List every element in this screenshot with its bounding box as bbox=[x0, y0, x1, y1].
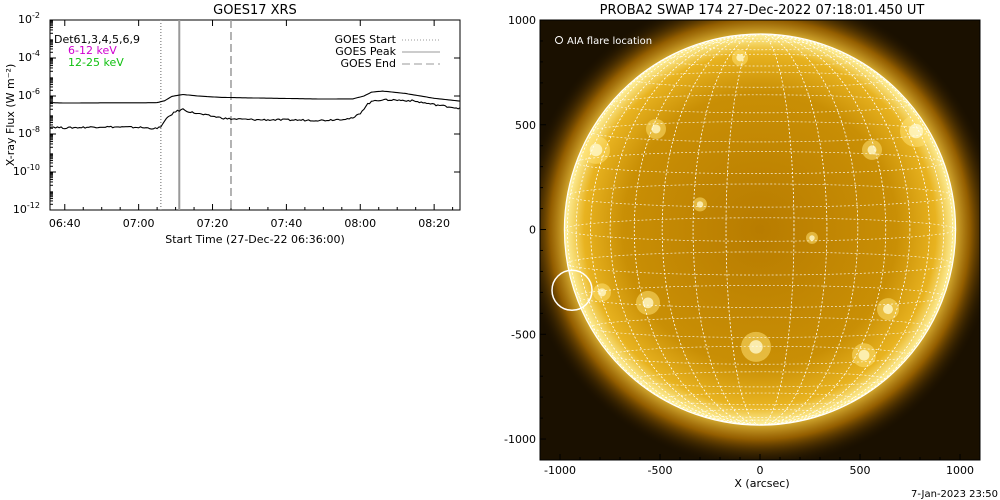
xrs-x-tick-label: 07:20 bbox=[197, 217, 229, 230]
active-region-core bbox=[883, 304, 893, 315]
active-region-core bbox=[858, 349, 870, 361]
latitude-line bbox=[564, 217, 956, 242]
swap-image-panel: PROBA2 SWAP 174 27-Dec-2022 07:18:01.450… bbox=[504, 3, 981, 490]
swap-y-tick-label: -1000 bbox=[504, 433, 536, 446]
aia-flare-marker bbox=[551, 269, 593, 312]
detector-label: Det61,3,4,5,6,9 bbox=[54, 33, 140, 46]
active-region-core bbox=[867, 145, 877, 155]
legend-6-12-kev: 6-12 keV bbox=[68, 44, 117, 57]
event-legend: GOES Start GOES Peak GOES End bbox=[335, 33, 440, 70]
xrs-y-tick-exponent: -8 bbox=[32, 125, 40, 134]
swap-x-tick-label: 0 bbox=[757, 464, 764, 477]
xrs-title: GOES17 XRS bbox=[213, 3, 297, 18]
xrs-y-tick-label: 10-6 bbox=[18, 87, 40, 102]
xrs-series-12-25-keV bbox=[49, 98, 461, 130]
legend-goes-end: GOES End bbox=[340, 57, 396, 70]
swap-y-tick-label: 0 bbox=[529, 224, 536, 237]
active-region-core bbox=[736, 54, 744, 62]
longitude-line bbox=[633, 33, 887, 426]
solar-limb bbox=[563, 33, 957, 426]
longitude-line bbox=[609, 33, 911, 426]
swap-title: PROBA2 SWAP 174 27-Dec-2022 07:18:01.450… bbox=[600, 3, 925, 18]
longitude-line bbox=[661, 33, 859, 426]
legend-goes-peak: GOES Peak bbox=[335, 45, 396, 58]
active-region-core bbox=[809, 235, 815, 241]
longitude-line bbox=[725, 33, 795, 426]
solar-texture bbox=[582, 49, 932, 368]
legend-goes-start: GOES Start bbox=[335, 33, 397, 46]
xrs-x-tick-label: 06:40 bbox=[49, 217, 81, 230]
legend-12-25-kev: 12-25 keV bbox=[68, 56, 124, 69]
footer-timestamp: 7-Jan-2023 23:50 bbox=[911, 489, 998, 500]
longitude-line bbox=[590, 33, 930, 426]
xrs-y-tick-exponent: -10 bbox=[27, 163, 40, 172]
active-region-core bbox=[642, 297, 654, 309]
xrs-y-axis-label: X-ray Flux (W m⁻²) bbox=[4, 64, 17, 166]
swap-x-tick-label: -1000 bbox=[544, 464, 576, 477]
xrs-x-tick-label: 08:20 bbox=[418, 217, 450, 230]
xrs-event-lines bbox=[160, 20, 232, 210]
xrs-y-tick-label: 10-12 bbox=[13, 201, 40, 216]
swap-x-axis-label: X (arcsec) bbox=[734, 477, 789, 490]
xrs-series-group bbox=[49, 90, 461, 130]
xrs-x-tick-label: 08:00 bbox=[344, 217, 376, 230]
swap-image: AIA flare location bbox=[540, 20, 980, 460]
active-region-core bbox=[696, 201, 704, 208]
heliographic-grid bbox=[564, 33, 956, 426]
solar-disk bbox=[564, 33, 956, 426]
active-region-core bbox=[597, 288, 607, 297]
xrs-y-tick-exponent: -2 bbox=[32, 11, 40, 20]
xrs-y-tick-label: 10-2 bbox=[18, 11, 40, 26]
swap-y-tick-label: 1000 bbox=[508, 14, 536, 27]
xrs-y-tick-exponent: -12 bbox=[27, 201, 40, 210]
longitude-line bbox=[692, 33, 828, 426]
swap-x-tick-label: -500 bbox=[648, 464, 673, 477]
xrs-y-tick-exponent: -4 bbox=[32, 49, 40, 58]
xrs-x-tick-label: 07:00 bbox=[123, 217, 155, 230]
xrs-y-tick-exponent: -6 bbox=[32, 87, 40, 96]
aia-legend-label: AIA flare location bbox=[567, 36, 652, 47]
swap-y-tick-label: -500 bbox=[511, 328, 536, 341]
aia-legend-marker bbox=[555, 36, 563, 44]
swap-x-tick-label: 500 bbox=[850, 464, 871, 477]
swap-x-tick-label: 1000 bbox=[946, 464, 974, 477]
active-region-core bbox=[749, 340, 763, 354]
xrs-x-tick-label: 07:40 bbox=[271, 217, 303, 230]
xrs-plot-frame bbox=[49, 19, 461, 211]
xrs-y-tick-label: 10-4 bbox=[18, 49, 40, 64]
active-region-core bbox=[908, 123, 924, 139]
xrs-y-tick-label: 10-8 bbox=[18, 125, 40, 140]
active-region-core bbox=[651, 124, 661, 134]
active-region-core bbox=[589, 143, 603, 157]
xrs-x-axis-label: Start Time (27-Dec-22 06:36:00) bbox=[165, 233, 345, 246]
longitude-line bbox=[575, 33, 945, 426]
swap-y-tick-label: 500 bbox=[515, 119, 536, 132]
xrs-x-axis: 06:40 07:00 07:20 07:40 08:00 08:20 bbox=[49, 20, 454, 230]
swap-axes: -1000 -500 0 500 1000 -1000 -500 0 500 1000 bbox=[504, 14, 974, 477]
xrs-series-6-12-keV bbox=[49, 90, 461, 104]
longitude-line bbox=[567, 33, 953, 426]
